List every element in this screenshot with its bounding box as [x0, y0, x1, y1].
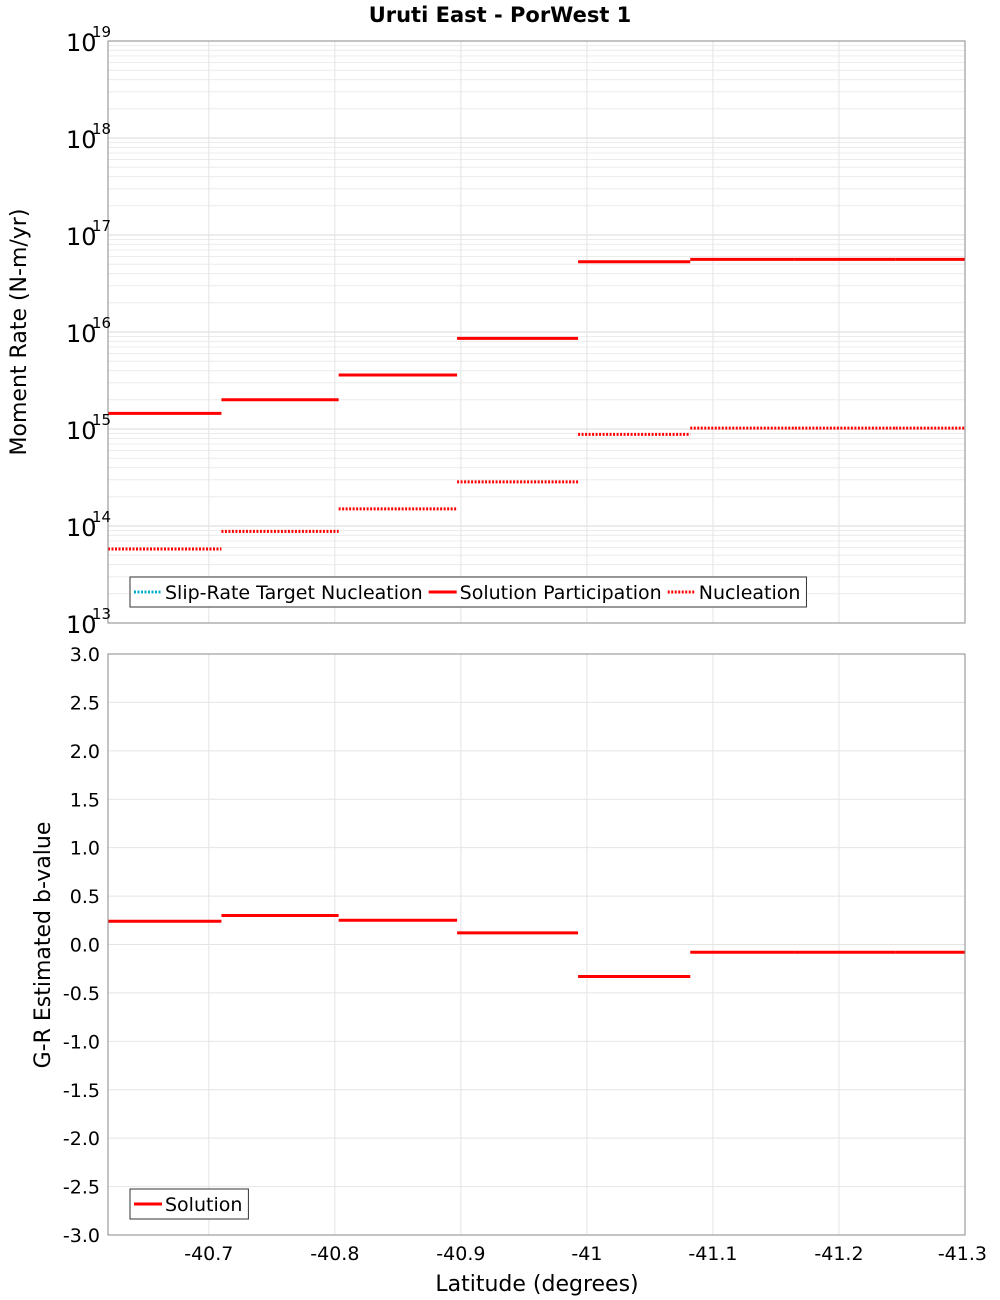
- moment-rate-y-tick-exponent: 19: [92, 23, 111, 41]
- moment-rate-y-tick-exponent: 13: [92, 605, 111, 623]
- latitude-x-tick-label: -41.1: [688, 1243, 737, 1265]
- latitude-x-tick-label: -41.3: [938, 1243, 987, 1265]
- moment-rate-y-tick-base: 10: [66, 320, 97, 348]
- b-value-y-tick-label: 3.0: [70, 644, 100, 666]
- moment-rate-y-tick-exponent: 15: [92, 411, 111, 429]
- moment-rate-y-tick-exponent: 14: [92, 508, 111, 526]
- b-value-y-tick-label: -2.0: [63, 1128, 100, 1150]
- moment-rate-y-axis-label: Moment Rate (N-m/yr): [7, 209, 32, 456]
- b-value-y-tick-label: 2.5: [70, 692, 100, 714]
- b-value-legend: Solution: [129, 1188, 249, 1220]
- b-value-y-tick-label: 0.0: [70, 935, 100, 957]
- b-value-y-tick-label: -3.0: [63, 1225, 100, 1247]
- b-value-plot-frame: [107, 653, 966, 1236]
- b-value-panel: 3.0 2.5 2.0 1.5 1.0 0.5 0.0 -0.5 -1.0 -1.5 -2.0 -2.…: [31, 644, 987, 1297]
- b-value-y-tick-label: -1.0: [63, 1031, 100, 1053]
- b-value-y-axis-label: G-R Estimated b-value: [31, 822, 56, 1069]
- latitude-x-tick-label: -40.9: [436, 1243, 485, 1265]
- b-value-y-tick-label: 2.0: [70, 741, 100, 763]
- moment-rate-y-tick-exponent: 18: [92, 120, 111, 138]
- moment-rate-y-tick-base: 10: [66, 514, 97, 542]
- b-value-y-tick-label: -2.5: [63, 1177, 100, 1199]
- moment-rate-plot-frame: [107, 40, 966, 624]
- b-value-legend-label: Solution: [165, 1194, 242, 1216]
- latitude-x-tick-label: -40.7: [184, 1243, 233, 1265]
- b-value-y-tick-label: -1.5: [63, 1080, 100, 1102]
- moment-rate-legend-label: Solution Participation: [460, 582, 662, 604]
- b-value-series: [108, 913, 965, 978]
- b-value-y-tick-label: -0.5: [63, 983, 100, 1005]
- moment-rate-y-tick-base: 10: [66, 29, 97, 57]
- b-value-y-ticks: 3.0 2.5 2.0 1.5 1.0 0.5 0.0 -0.5 -1.0 -1.5 -2.0 -2.…: [63, 644, 100, 1247]
- moment-rate-y-tick-base: 10: [66, 417, 97, 445]
- chart-title: Uruti East - PorWest 1: [369, 3, 632, 27]
- latitude-x-ticks: -40.7 -40.8 -40.9 -41 -41.1 -41.2 -41.3: [184, 1243, 987, 1265]
- moment-rate-legend-label: Nucleation: [699, 582, 801, 604]
- moment-rate-y-tick-exponent: 16: [92, 314, 111, 332]
- moment-rate-y-tick-exponent: 17: [92, 217, 111, 235]
- latitude-x-tick-label: -41.2: [814, 1243, 863, 1265]
- moment-rate-y-tick-base: 10: [66, 223, 97, 251]
- moment-rate-legend-label: Slip-Rate Target Nucleation: [165, 582, 423, 604]
- moment-rate-series: [108, 257, 965, 551]
- b-value-y-tick-label: 0.5: [70, 886, 100, 908]
- moment-rate-y-tick-base: 10: [66, 611, 97, 639]
- moment-rate-y-tick-base: 10: [66, 126, 97, 154]
- b-value-y-tick-label: 1.5: [70, 789, 100, 811]
- latitude-x-tick-label: -41: [571, 1243, 602, 1265]
- moment-rate-legend: Slip-Rate Target Nucleation Solution Part…: [129, 576, 807, 608]
- b-value-y-tick-label: 1.0: [70, 838, 100, 860]
- latitude-x-tick-label: -40.8: [310, 1243, 359, 1265]
- x-axis-label: Latitude (degrees): [435, 1272, 638, 1297]
